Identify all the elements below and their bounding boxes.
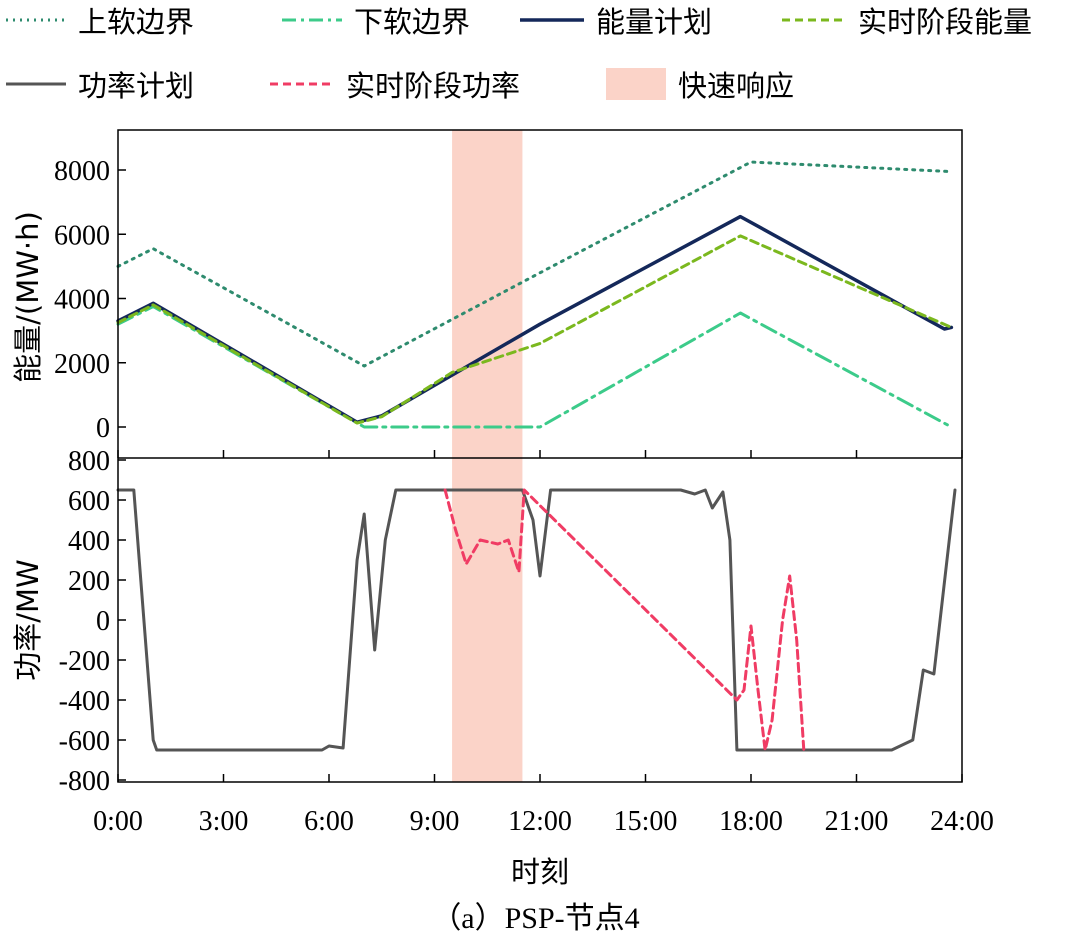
- y-tick-label: 4000: [54, 285, 110, 316]
- y-axis-title-energy: 能量/(MW·h): [11, 211, 45, 383]
- y-tick-label: 200: [68, 566, 110, 597]
- y-tick-label: 2000: [54, 349, 110, 380]
- x-axis-title: 时刻: [510, 855, 569, 889]
- legend-item-upper-bound: 上软边界: [6, 0, 194, 40]
- series-line-实时阶段功率: [443, 488, 806, 752]
- legend: 上软边界 下软边界 能量计划 实时阶段能量 功率计划 实时阶段功率 快速响应: [0, 0, 1071, 110]
- legend-label: 功率计划: [78, 69, 195, 103]
- figure-caption: （a）PSP-节点4: [431, 902, 640, 935]
- legend-item-fast-response: 快速响应: [606, 64, 794, 104]
- legend-item-lower-bound: 下软边界: [282, 0, 470, 40]
- series-line-上软边界: [116, 160, 953, 368]
- fast-response-band: [452, 458, 523, 782]
- x-tick-label: 12:00: [508, 806, 572, 837]
- legend-item-realtime-power: 实时阶段功率: [270, 64, 520, 104]
- legend-label: 能量计划: [596, 5, 713, 39]
- x-tick-label: 0:00: [93, 806, 143, 837]
- legend-item-realtime-energy: 实时阶段能量: [782, 0, 1032, 40]
- legend-label: 实时阶段功率: [346, 69, 521, 103]
- x-tick-label: 9:00: [410, 806, 460, 837]
- y-tick-label: 800: [68, 446, 110, 477]
- series-line-能量计划: [116, 214, 954, 424]
- x-tick-label: 24:00: [930, 806, 994, 837]
- x-tick-label: 3:00: [199, 806, 249, 837]
- y-tick-label: -800: [59, 766, 110, 797]
- y-tick-label: 6000: [54, 220, 110, 251]
- legend-label: 下软边界: [354, 5, 471, 39]
- y-tick-label: 0: [96, 413, 110, 444]
- y-axis-title-power: 功率/MW: [11, 559, 45, 680]
- legend-item-energy-plan: 能量计划: [520, 0, 712, 40]
- x-tick-label: 15:00: [614, 806, 678, 837]
- y-tick-label: 600: [68, 486, 110, 517]
- series-line-功率计划: [116, 488, 957, 752]
- legend-label: 快速响应: [678, 69, 795, 103]
- series-line-下软边界: [116, 305, 953, 429]
- legend-label: 实时阶段能量: [858, 5, 1033, 39]
- y-tick-label: 400: [68, 526, 110, 557]
- y-tick-label: 8000: [54, 156, 110, 187]
- y-tick-label: -200: [59, 646, 110, 677]
- y-tick-label: -600: [59, 726, 110, 757]
- series-line-实时阶段能量: [116, 234, 953, 425]
- legend-item-power-plan: 功率计划: [6, 64, 194, 104]
- y-tick-label: -400: [59, 686, 110, 717]
- fast-response-band: [452, 130, 523, 458]
- x-tick-label: 18:00: [719, 806, 783, 837]
- y-tick-label: 0: [96, 606, 110, 637]
- x-tick-label: 6:00: [304, 806, 354, 837]
- x-tick-label: 21:00: [825, 806, 889, 837]
- legend-label: 上软边界: [78, 5, 195, 39]
